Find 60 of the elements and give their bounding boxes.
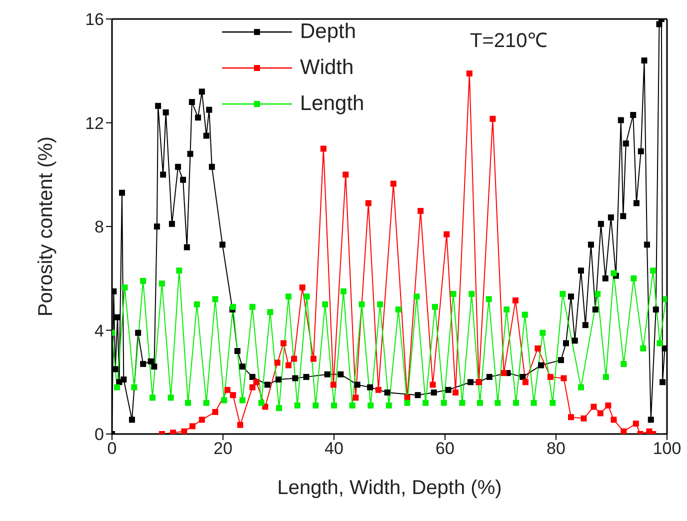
x-tick-label: 60: [436, 439, 454, 458]
x-axis-title: Length, Width, Depth (%): [277, 477, 502, 499]
point: [620, 428, 627, 434]
x-tick-label: 80: [546, 439, 566, 458]
point: [547, 374, 554, 380]
point: [404, 394, 410, 401]
point: [610, 416, 617, 423]
point: [352, 394, 359, 401]
x-tick-label: 40: [324, 439, 344, 458]
point: [466, 70, 472, 76]
point: [452, 390, 459, 396]
point: [390, 180, 396, 187]
x-tick-label: 100: [652, 439, 682, 458]
point: [212, 408, 218, 415]
point: [249, 384, 256, 390]
point: [418, 208, 424, 214]
y-tick-label: 12: [85, 114, 104, 133]
point: [490, 116, 496, 122]
point: [580, 415, 587, 422]
point: [310, 356, 316, 362]
point: [568, 414, 574, 420]
legend-label: Depth: [300, 20, 356, 44]
point: [320, 146, 326, 152]
point: [590, 404, 597, 410]
y-tick-label: 4: [94, 321, 104, 340]
point: [375, 386, 382, 393]
point: [274, 360, 280, 366]
point: [500, 370, 507, 376]
legend-label: Length: [300, 92, 364, 116]
point: [230, 392, 236, 398]
point: [522, 379, 528, 386]
point: [280, 340, 286, 346]
point: [189, 423, 196, 430]
point: [512, 297, 518, 304]
point: [181, 428, 188, 434]
point: [444, 231, 450, 238]
point: [198, 416, 205, 423]
y-tick-label: 16: [85, 10, 104, 30]
legend-label: Width: [300, 56, 354, 80]
point: [605, 402, 612, 408]
point: [365, 200, 372, 206]
point: [597, 410, 604, 416]
point: [560, 375, 567, 382]
point: [253, 379, 260, 386]
point: [430, 382, 436, 388]
x-tick-label: 0: [107, 439, 117, 458]
point: [330, 382, 336, 388]
point: [299, 284, 306, 290]
point: [342, 172, 349, 178]
x-tick-label: 20: [214, 439, 232, 458]
point: [291, 356, 298, 362]
point: [285, 362, 292, 368]
point: [224, 386, 230, 393]
point: [534, 345, 541, 352]
y-tick-label: 0: [94, 425, 104, 444]
point: [632, 420, 639, 427]
annotation: T=210℃: [470, 29, 548, 53]
y-axis-title: Porosity content (%): [35, 136, 58, 317]
point: [237, 422, 244, 428]
y-tick-label: 8: [94, 218, 104, 237]
